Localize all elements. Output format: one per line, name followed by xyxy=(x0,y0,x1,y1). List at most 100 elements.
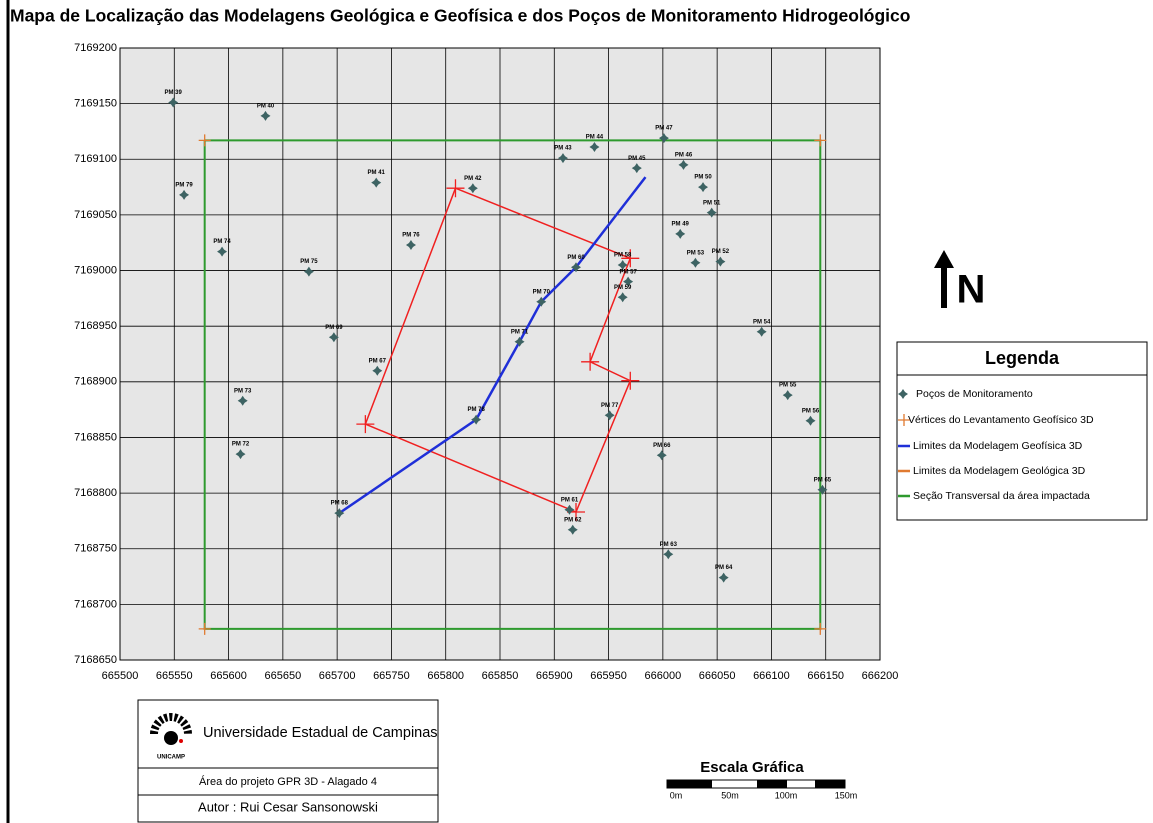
survey-vertex xyxy=(198,134,211,147)
well xyxy=(589,142,600,153)
well-label: PM 49 xyxy=(672,221,690,227)
y-tick-label: 7169200 xyxy=(74,42,117,54)
well xyxy=(303,266,314,277)
survey-vertex xyxy=(814,622,827,635)
well-label: PM 55 xyxy=(779,383,797,389)
well xyxy=(467,183,478,194)
well-label: PM 66 xyxy=(653,443,671,449)
logo-arc xyxy=(150,713,192,735)
geological-vertex xyxy=(356,415,375,434)
geological-vertex xyxy=(621,371,640,390)
well xyxy=(617,259,628,270)
well xyxy=(334,508,345,519)
well-label: PM 54 xyxy=(753,319,771,325)
well-label: PM 58 xyxy=(614,253,632,259)
well xyxy=(371,177,382,188)
well xyxy=(706,207,717,218)
well-label: PM 53 xyxy=(687,250,705,256)
logo-text: UNICAMP xyxy=(157,755,185,761)
y-tick-label: 7168950 xyxy=(74,320,117,332)
logo-core xyxy=(164,731,178,745)
well xyxy=(690,257,701,268)
geophysical-limit xyxy=(338,176,647,515)
x-tick-label: 666050 xyxy=(699,670,736,682)
well xyxy=(658,133,669,144)
well-label: PM 43 xyxy=(554,146,572,152)
well-label: PM 77 xyxy=(601,403,619,409)
scale-segment xyxy=(667,780,712,788)
well xyxy=(617,292,628,303)
x-tick-label: 665950 xyxy=(590,670,627,682)
legend-item: Seção Transversal da área impactada xyxy=(913,490,1090,502)
legend-item: Limites da Modelagem Geológica 3D xyxy=(913,465,1086,477)
arrow xyxy=(934,250,954,308)
x-tick-label: 665650 xyxy=(264,670,301,682)
x-tick-label: 665900 xyxy=(536,670,573,682)
well-label: PM 75 xyxy=(300,259,318,265)
well-label: PM 63 xyxy=(660,542,678,548)
x-tick-label: 665750 xyxy=(373,670,410,682)
well-label: PM 45 xyxy=(628,156,646,162)
scale-label: 50m xyxy=(721,790,739,800)
x-tick-label: 666100 xyxy=(753,670,790,682)
well xyxy=(514,336,525,347)
well-label: PM 44 xyxy=(586,135,604,141)
well-label: PM 39 xyxy=(165,90,183,96)
north-label: N xyxy=(957,268,986,312)
well-label: PM 42 xyxy=(464,176,482,182)
geological-vertex xyxy=(621,249,640,268)
legend-box xyxy=(896,341,1148,521)
plot: PM 39 PM 40 PM 79 PM 41 PM 42 PM 43 PM 44 PM 47… xyxy=(119,47,881,661)
well-label: PM 62 xyxy=(564,517,582,523)
well xyxy=(405,239,416,250)
well xyxy=(805,415,816,426)
y-tick-label: 7169050 xyxy=(74,209,117,221)
legend-item: Vértices do Levantamento Geofísico 3D xyxy=(908,414,1094,426)
map-title: Mapa de Localização das Modelagens Geoló… xyxy=(10,6,910,26)
well xyxy=(678,159,689,170)
well-label: PM 74 xyxy=(213,239,231,245)
well-label: PM 76 xyxy=(402,233,420,239)
legend-item: Poços de Monitoramento xyxy=(916,388,1033,400)
logo xyxy=(150,713,192,745)
x-tick-label: 665700 xyxy=(319,670,356,682)
well-label: PM 60 xyxy=(567,255,585,261)
well-label: PM 56 xyxy=(802,408,820,414)
x-tick-label: 666000 xyxy=(644,670,681,682)
well xyxy=(328,332,339,343)
footer: UNICAMP Universidade Estadual de Campina… xyxy=(137,699,439,823)
geological-vertex xyxy=(581,352,600,371)
well-label: PM 78 xyxy=(467,407,485,413)
well-label: PM 73 xyxy=(234,388,252,394)
well-label: PM 46 xyxy=(675,152,693,158)
well xyxy=(571,262,581,273)
well-label: PM 79 xyxy=(175,182,193,188)
author: Autor : Rui Cesar Sansonowski xyxy=(198,799,378,814)
y-tick-label: 7168900 xyxy=(74,376,117,388)
x-tick-label: 665600 xyxy=(210,670,247,682)
legend-item: Limites da Modelagem Geofísica 3D xyxy=(913,440,1083,452)
north-arrow: N xyxy=(934,250,985,312)
y-tick-label: 7168700 xyxy=(74,598,117,610)
y-tick-label: 7169100 xyxy=(74,153,117,165)
well xyxy=(235,449,246,460)
well xyxy=(557,153,568,164)
well xyxy=(372,365,383,376)
well xyxy=(756,326,767,337)
x-tick-label: 665850 xyxy=(482,670,519,682)
well xyxy=(536,296,547,307)
well-label: PM 61 xyxy=(561,497,579,503)
well-label: PM 68 xyxy=(331,501,349,507)
y-tick-label: 7168650 xyxy=(74,654,117,666)
scale-segment xyxy=(757,780,787,788)
y-tick-label: 7169000 xyxy=(74,264,117,276)
well xyxy=(782,390,793,401)
y-tick-label: 7169150 xyxy=(74,98,117,110)
well-label: PM 59 xyxy=(614,285,632,291)
well xyxy=(656,450,667,461)
well-label: PM 52 xyxy=(712,249,730,255)
project: Área do projeto GPR 3D - Alagado 4 xyxy=(199,775,377,788)
scale-bar: Escala Gráfica 0m 50m 100m 150m xyxy=(666,759,857,800)
well xyxy=(675,228,686,239)
